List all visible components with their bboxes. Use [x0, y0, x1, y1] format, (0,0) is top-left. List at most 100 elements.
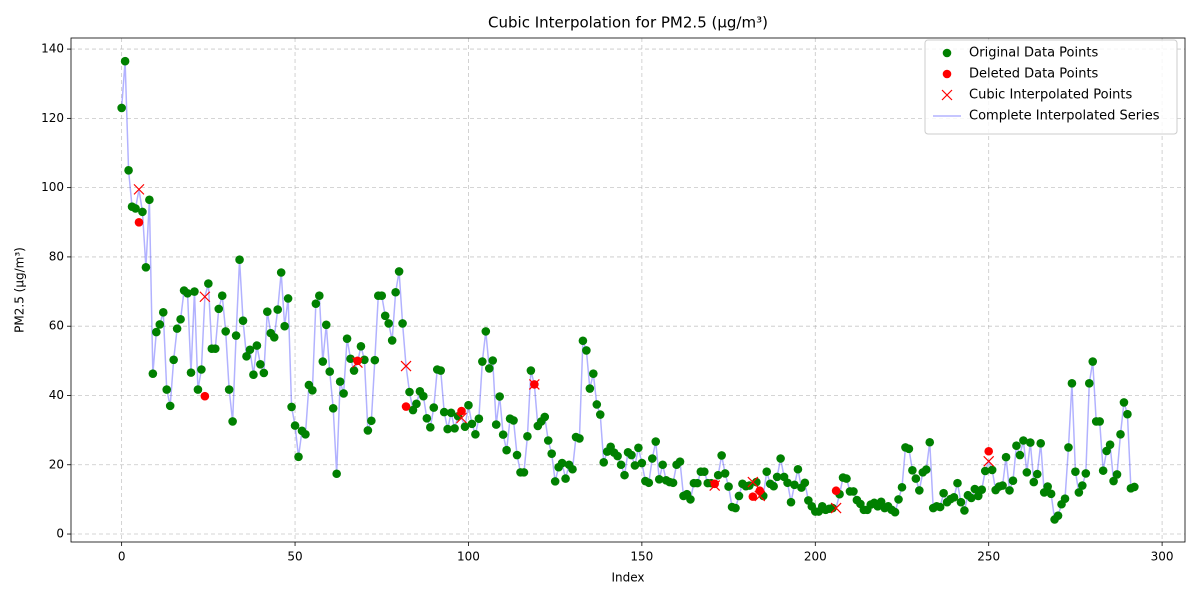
data-point [998, 481, 1007, 490]
data-point [134, 217, 144, 227]
data-point [1088, 357, 1098, 366]
data-point [585, 384, 595, 393]
data-point [547, 449, 556, 458]
data-point [1029, 477, 1039, 487]
data-point [332, 469, 341, 479]
data-point [252, 341, 262, 350]
data-point [367, 416, 376, 426]
data-point [176, 314, 185, 324]
x-tick-label: 50 [287, 550, 302, 564]
data-point [210, 344, 220, 354]
y-tick-label: 140 [41, 42, 64, 56]
data-point [1064, 443, 1073, 452]
data-point [1046, 489, 1056, 499]
data-point [908, 465, 917, 475]
data-point [363, 426, 373, 435]
data-point [186, 368, 196, 377]
data-point [980, 466, 990, 476]
y-tick-label: 20 [49, 457, 64, 471]
data-point [894, 495, 903, 504]
data-point [165, 401, 175, 411]
y-tick-label: 0 [56, 527, 64, 541]
data-point [467, 419, 477, 429]
data-point [478, 357, 487, 366]
data-point [1022, 468, 1032, 477]
data-point [977, 485, 987, 494]
data-point [204, 279, 213, 288]
data-point [446, 408, 456, 418]
data-point [630, 461, 640, 470]
data-point [384, 319, 393, 328]
data-point [172, 324, 182, 333]
data-point [890, 507, 900, 517]
data-point [1032, 469, 1042, 479]
data-point [960, 506, 969, 515]
data-point [1105, 440, 1115, 449]
data-point [502, 445, 511, 455]
data-point [1119, 398, 1129, 407]
data-point [242, 352, 251, 361]
data-point [512, 450, 522, 460]
data-point [183, 288, 192, 298]
data-point [1043, 482, 1052, 491]
data-point [575, 434, 584, 443]
data-point [193, 385, 203, 394]
data-point [464, 400, 473, 410]
data-point [231, 331, 241, 340]
data-point [491, 420, 501, 429]
y-tick-label: 120 [41, 111, 64, 125]
data-point [138, 207, 147, 217]
data-point [353, 356, 362, 366]
data-point [1084, 379, 1094, 388]
data-point [970, 484, 980, 494]
data-point [1012, 441, 1021, 451]
data-point [152, 327, 161, 337]
data-point [443, 424, 452, 434]
data-point [273, 305, 283, 314]
legend-label: Original Data Points [969, 46, 1098, 61]
data-point [693, 478, 702, 488]
data-point [162, 385, 172, 394]
data-point [280, 321, 289, 331]
data-point [145, 195, 154, 205]
data-point [1015, 450, 1025, 460]
x-tick-label: 300 [1151, 550, 1174, 564]
data-point [346, 354, 355, 364]
data-point [949, 493, 959, 502]
data-point [509, 416, 518, 425]
data-point [481, 327, 491, 336]
data-point [335, 377, 345, 386]
data-point [748, 492, 758, 501]
data-point [1123, 409, 1132, 419]
data-point [582, 346, 591, 355]
interpolated-point [747, 476, 759, 488]
interpolated-point [709, 480, 721, 491]
data-point [557, 458, 567, 468]
data-point [783, 478, 792, 488]
data-point [325, 367, 335, 376]
data-point [238, 316, 248, 325]
data-point [762, 467, 772, 476]
data-point [263, 307, 272, 316]
legend-label: Cubic Interpolated Points [969, 88, 1133, 103]
y-axis-label: PM2.5 (μg/m³) [13, 247, 27, 333]
data-point [519, 468, 529, 477]
data-point [380, 311, 390, 321]
data-point [1074, 488, 1084, 497]
data-point [1130, 482, 1139, 492]
data-point [141, 263, 151, 272]
data-point [294, 452, 303, 462]
interpolated-point [528, 378, 540, 390]
x-tick-label: 250 [977, 550, 1000, 564]
data-point [1112, 470, 1122, 479]
data-point [1053, 511, 1063, 520]
interpolated-point [352, 357, 363, 368]
data-point [526, 366, 536, 375]
data-point [967, 493, 976, 503]
data-point [155, 320, 165, 329]
data-point [412, 399, 421, 409]
data-point [831, 486, 841, 496]
data-point [731, 503, 740, 513]
data-point [158, 308, 168, 317]
data-point [148, 369, 158, 378]
